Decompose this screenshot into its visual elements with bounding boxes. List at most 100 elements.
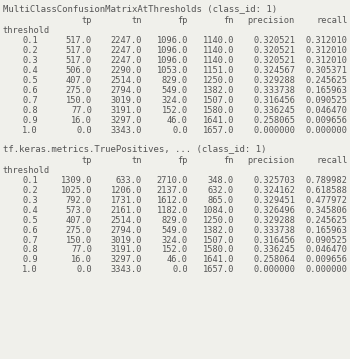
Text: 3343.0: 3343.0 [111,126,142,135]
Text: 0.2: 0.2 [22,46,38,55]
Text: 77.0: 77.0 [71,106,92,115]
Text: 1641.0: 1641.0 [203,256,234,265]
Text: 0.165963: 0.165963 [306,86,348,95]
Text: 0.9: 0.9 [22,256,38,265]
Text: 549.0: 549.0 [162,225,188,234]
Text: 1096.0: 1096.0 [156,36,188,45]
Text: 16.0: 16.0 [71,116,92,125]
Text: 46.0: 46.0 [167,116,188,125]
Text: 1140.0: 1140.0 [203,36,234,45]
Text: 1731.0: 1731.0 [111,196,142,205]
Text: 0.7: 0.7 [22,236,38,244]
Text: 792.0: 792.0 [66,196,92,205]
Text: 324.0: 324.0 [162,236,188,244]
Text: 2514.0: 2514.0 [111,76,142,85]
Text: 0.0: 0.0 [172,126,188,135]
Text: fn: fn [224,16,234,25]
Text: 0.326496: 0.326496 [253,206,295,215]
Text: 1140.0: 1140.0 [203,56,234,65]
Text: 829.0: 829.0 [162,215,188,225]
Text: 0.258065: 0.258065 [253,116,295,125]
Text: 1151.0: 1151.0 [203,66,234,75]
Text: 1382.0: 1382.0 [203,86,234,95]
Text: 77.0: 77.0 [71,246,92,255]
Text: 506.0: 506.0 [66,66,92,75]
Text: 1096.0: 1096.0 [156,56,188,65]
Text: 1182.0: 1182.0 [156,206,188,215]
Text: 1.0: 1.0 [22,265,38,274]
Text: 0.8: 0.8 [22,106,38,115]
Text: recall: recall [316,156,348,165]
Text: 573.0: 573.0 [66,206,92,215]
Text: 150.0: 150.0 [66,236,92,244]
Text: 1309.0: 1309.0 [61,176,92,185]
Text: 0.2: 0.2 [22,186,38,195]
Text: precision: precision [248,156,295,165]
Text: 0.324567: 0.324567 [253,66,295,75]
Text: 0.312010: 0.312010 [306,46,348,55]
Text: 0.5: 0.5 [22,215,38,225]
Text: 46.0: 46.0 [167,256,188,265]
Text: 0.046470: 0.046470 [306,246,348,255]
Text: fp: fp [177,16,188,25]
Text: 0.312010: 0.312010 [306,36,348,45]
Text: 152.0: 152.0 [162,106,188,115]
Text: 0.009656: 0.009656 [306,256,348,265]
Text: 1507.0: 1507.0 [203,236,234,244]
Text: 0.258064: 0.258064 [253,256,295,265]
Text: 0.333738: 0.333738 [253,225,295,234]
Text: 1657.0: 1657.0 [203,126,234,135]
Text: 2161.0: 2161.0 [111,206,142,215]
Text: 0.329451: 0.329451 [253,196,295,205]
Text: 348.0: 348.0 [208,176,234,185]
Text: 1096.0: 1096.0 [156,46,188,55]
Text: 1206.0: 1206.0 [111,186,142,195]
Text: tf.keras.metrics.TruePositives, ... (class_id: 1): tf.keras.metrics.TruePositives, ... (cla… [3,144,266,153]
Text: 1140.0: 1140.0 [203,46,234,55]
Text: 407.0: 407.0 [66,215,92,225]
Text: fn: fn [224,156,234,165]
Text: 152.0: 152.0 [162,246,188,255]
Text: 150.0: 150.0 [66,96,92,105]
Text: tn: tn [132,156,142,165]
Text: 2290.0: 2290.0 [111,66,142,75]
Text: 0.090525: 0.090525 [306,96,348,105]
Text: 549.0: 549.0 [162,86,188,95]
Text: 3297.0: 3297.0 [111,116,142,125]
Text: 407.0: 407.0 [66,76,92,85]
Text: 16.0: 16.0 [71,256,92,265]
Text: 0.000000: 0.000000 [253,265,295,274]
Text: 0.789982: 0.789982 [306,176,348,185]
Text: 0.046470: 0.046470 [306,106,348,115]
Text: 3343.0: 3343.0 [111,265,142,274]
Text: 0.000000: 0.000000 [253,126,295,135]
Text: 0.0: 0.0 [76,126,92,135]
Text: 0.320521: 0.320521 [253,56,295,65]
Text: 0.165963: 0.165963 [306,225,348,234]
Text: 3191.0: 3191.0 [111,106,142,115]
Text: 0.9: 0.9 [22,116,38,125]
Text: 632.0: 632.0 [208,186,234,195]
Text: 0.000000: 0.000000 [306,265,348,274]
Text: 0.245625: 0.245625 [306,76,348,85]
Text: 0.333738: 0.333738 [253,86,295,95]
Text: 1507.0: 1507.0 [203,96,234,105]
Text: 2794.0: 2794.0 [111,225,142,234]
Text: tp: tp [82,16,92,25]
Text: precision: precision [248,16,295,25]
Text: 0.618588: 0.618588 [306,186,348,195]
Text: 0.329288: 0.329288 [253,215,295,225]
Text: 0.336245: 0.336245 [253,246,295,255]
Text: 275.0: 275.0 [66,225,92,234]
Text: 0.0: 0.0 [76,265,92,274]
Text: 0.5: 0.5 [22,76,38,85]
Text: 1580.0: 1580.0 [203,246,234,255]
Text: 0.6: 0.6 [22,225,38,234]
Text: 0.3: 0.3 [22,56,38,65]
Text: 0.305371: 0.305371 [306,66,348,75]
Text: fp: fp [177,156,188,165]
Text: tn: tn [132,16,142,25]
Text: 829.0: 829.0 [162,76,188,85]
Text: 2514.0: 2514.0 [111,215,142,225]
Text: 3019.0: 3019.0 [111,96,142,105]
